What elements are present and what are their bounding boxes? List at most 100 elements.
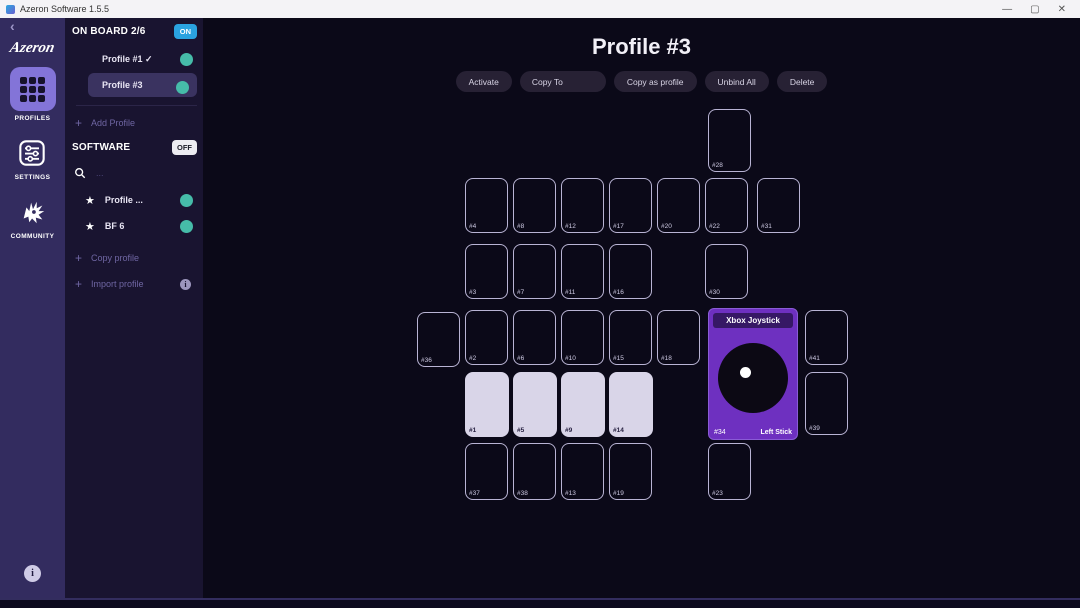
add-profile-button[interactable]: + Add Profile [72, 112, 197, 134]
joystick-title: Xbox Joystick [713, 313, 793, 328]
key-7[interactable]: #7 [513, 244, 556, 299]
info-icon[interactable]: i [24, 565, 41, 582]
check-icon: ✓ [145, 53, 153, 64]
window-title: Azeron Software 1.5.5 [20, 4, 110, 14]
software-toggle[interactable]: OFF [172, 140, 197, 155]
key-label: #7 [517, 289, 525, 296]
sidebar-item-community[interactable]: COMMUNITY [11, 195, 55, 240]
key-label: #6 [517, 355, 525, 362]
key-12[interactable]: #12 [561, 178, 604, 233]
bottom-bar [0, 598, 1080, 608]
key-19[interactable]: #19 [609, 443, 652, 500]
key-41[interactable]: #41 [805, 310, 848, 365]
key-label: #30 [709, 289, 720, 296]
key-label: #20 [661, 223, 672, 230]
key-label: #36 [421, 357, 432, 364]
activate-button[interactable]: Activate [455, 71, 512, 92]
software-profile-row[interactable]: ★ BF 6 [72, 213, 197, 239]
star-icon[interactable]: ★ [85, 194, 95, 207]
key-23[interactable]: #23 [708, 443, 751, 500]
key-5[interactable]: #5 [513, 372, 557, 437]
key-label: #12 [565, 223, 576, 230]
dragon-icon [16, 195, 50, 229]
onboard-profile-1[interactable]: Profile #1 ✓ [72, 47, 197, 71]
key-2[interactable]: #2 [465, 310, 508, 365]
key-label: #15 [613, 355, 624, 362]
copy-profile-button[interactable]: + Copy profile [72, 247, 197, 269]
key-4[interactable]: #4 [465, 178, 508, 233]
software-section-title: SOFTWARE [72, 142, 131, 153]
app-icon [6, 4, 15, 14]
key-13[interactable]: #13 [561, 443, 604, 500]
key-label: #11 [565, 289, 576, 296]
key-16[interactable]: #16 [609, 244, 652, 299]
key-30[interactable]: #30 [705, 244, 748, 299]
joystick-panel[interactable]: Xbox Joystick #34 Left Stick [708, 308, 798, 440]
profile-status-dot[interactable] [176, 81, 189, 94]
maximize-icon[interactable]: ▢ [1030, 3, 1040, 15]
page-title: Profile #3 [591, 34, 692, 59]
key-1[interactable]: #1 [465, 372, 509, 437]
add-profile-label: Add Profile [91, 118, 136, 128]
star-icon[interactable]: ★ [85, 220, 95, 233]
key-15[interactable]: #15 [609, 310, 652, 365]
sidebar-item-settings[interactable]: SETTINGS [15, 136, 51, 181]
delete-button[interactable]: Delete [776, 71, 828, 92]
key-9[interactable]: #9 [561, 372, 605, 437]
key-label: #38 [517, 490, 528, 497]
back-chevron-icon[interactable]: ‹ [10, 18, 15, 34]
onboard-toggle[interactable]: ON [173, 24, 197, 39]
minimize-icon[interactable]: — [1002, 3, 1013, 15]
azeron-logo: Azeron [8, 40, 57, 56]
key-8[interactable]: #8 [513, 178, 556, 233]
profile-name: Profile #3 [102, 80, 143, 90]
settings-sliders-icon [15, 136, 49, 170]
key-label: #18 [661, 355, 672, 362]
unbind-all-button[interactable]: Unbind All [704, 71, 769, 92]
key-22[interactable]: #22 [705, 178, 748, 233]
copy-to-dropdown[interactable]: Copy To [519, 71, 606, 92]
key-17[interactable]: #17 [609, 178, 652, 233]
key-37[interactable]: #37 [465, 443, 508, 500]
plus-icon: + [75, 251, 83, 265]
sidebar-item-label: COMMUNITY [10, 233, 55, 240]
import-info-icon[interactable]: i [180, 278, 191, 290]
key-label: #23 [712, 490, 723, 497]
key-label: #3 [469, 289, 477, 296]
profile-status-dot[interactable] [180, 52, 193, 66]
key-20[interactable]: #20 [657, 178, 700, 233]
key-10[interactable]: #10 [561, 310, 604, 365]
key-31[interactable]: #31 [757, 178, 800, 233]
sidebar-item-profiles[interactable]: PROFILES [9, 67, 56, 122]
import-profile-label: Import profile [91, 279, 144, 289]
close-icon[interactable]: ✕ [1057, 3, 1066, 15]
key-6[interactable]: #6 [513, 310, 556, 365]
copy-as-profile-button[interactable]: Copy as profile [613, 71, 697, 92]
key-3[interactable]: #3 [465, 244, 508, 299]
profile-search[interactable] [72, 163, 197, 183]
window-titlebar: Azeron Software 1.5.5 — ▢ ✕ [0, 0, 1080, 18]
key-28[interactable]: #28 [708, 109, 751, 172]
key-label: #17 [613, 223, 624, 230]
key-36[interactable]: #36 [417, 312, 460, 367]
key-18[interactable]: #18 [657, 310, 700, 365]
profile-status-dot[interactable] [180, 193, 193, 207]
import-profile-button[interactable]: + Import profile i [72, 273, 197, 295]
profile-status-dot[interactable] [180, 219, 193, 233]
joystick-sub-label: Left Stick [760, 429, 792, 436]
key-14[interactable]: #14 [609, 372, 653, 437]
sidebar-nav: ‹ Azeron PROFILES [0, 18, 65, 598]
plus-icon: + [75, 116, 83, 130]
sidebar-item-label: SETTINGS [14, 174, 51, 181]
software-profile-row[interactable]: ★ Profile ... [72, 187, 197, 213]
onboard-section-title: ON BOARD 2/6 [72, 26, 146, 37]
profiles-panel: ON BOARD 2/6 ON Profile #1 ✓ Profile #3 … [65, 18, 203, 598]
search-input[interactable] [96, 168, 176, 178]
software-profile-name: BF 6 [104, 221, 125, 231]
key-label: #22 [709, 223, 720, 230]
key-39[interactable]: #39 [805, 372, 848, 435]
joystick-thumbstick[interactable] [718, 342, 788, 413]
key-11[interactable]: #11 [561, 244, 604, 299]
key-38[interactable]: #38 [513, 443, 556, 500]
